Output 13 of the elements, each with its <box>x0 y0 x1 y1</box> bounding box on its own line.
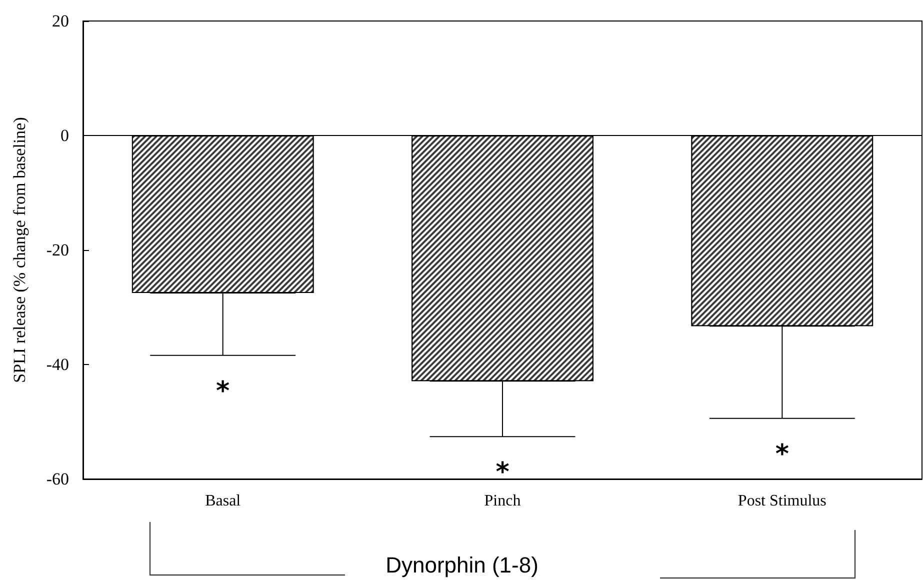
y-tick-label: -60 <box>46 470 69 488</box>
y-axis-title: SPLI release (% change from baseline) <box>10 117 29 383</box>
y-tick-label: 0 <box>60 126 69 145</box>
y-tick-label: -40 <box>46 355 69 374</box>
x-tick-label: Pinch <box>484 492 521 510</box>
annotation: * <box>216 376 230 406</box>
annotation: * <box>496 458 510 488</box>
text: Dynorphin (1-8) <box>386 552 538 578</box>
annotation: * <box>775 439 790 470</box>
x-tick-label: Basal <box>205 492 242 510</box>
y-tick-label: 20 <box>52 12 69 30</box>
y-tick-label: -20 <box>46 240 69 260</box>
x-tick-label: Post Stimulus <box>738 492 826 510</box>
